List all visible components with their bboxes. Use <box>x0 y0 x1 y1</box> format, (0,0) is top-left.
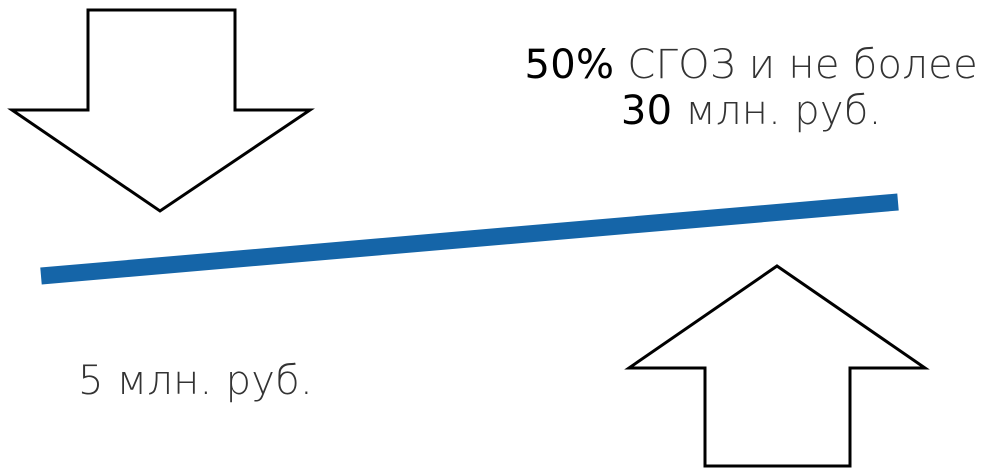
max-amount-value: 30 <box>620 88 673 134</box>
upper-limit-line-1: 50% СГОЗ и не более <box>525 42 978 88</box>
arrow-down-icon <box>7 8 315 213</box>
max-amount-unit: млн. руб. <box>672 88 882 134</box>
percent-value: 50% <box>524 42 615 88</box>
lower-limit-label: 5 млн. руб. <box>78 358 314 404</box>
arrow-up-icon <box>624 264 930 468</box>
upper-limit-line-2: 30 млн. руб. <box>525 88 978 134</box>
balance-bar <box>40 193 899 285</box>
percent-caption: СГОЗ и не более <box>614 42 978 88</box>
upper-limit-label: 50% СГОЗ и не более 30 млн. руб. <box>525 42 978 134</box>
